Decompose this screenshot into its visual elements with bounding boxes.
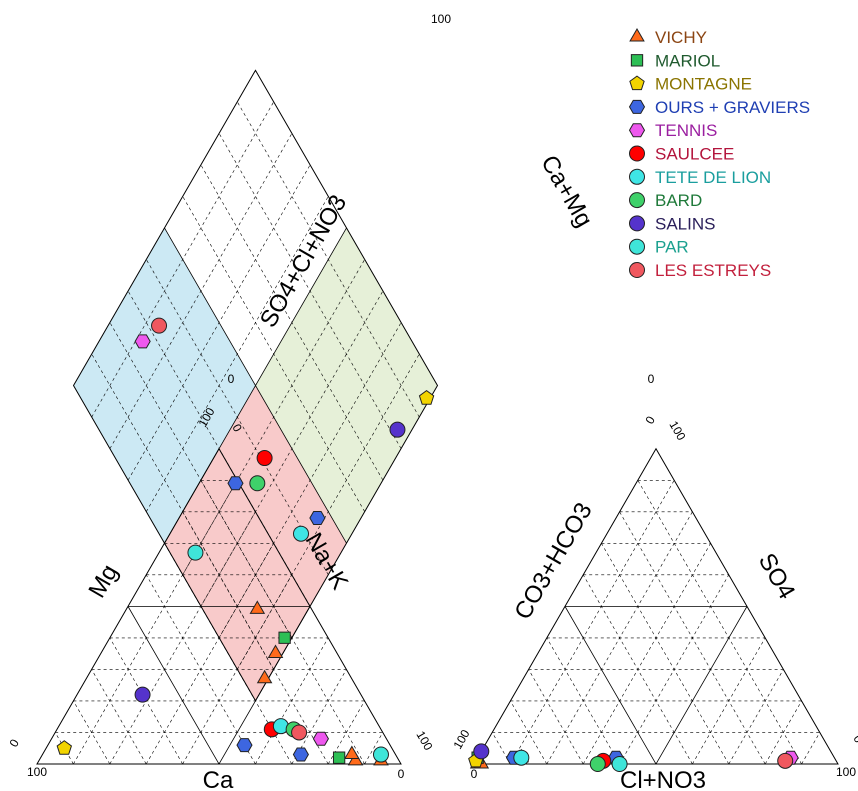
- grid-line: [619, 511, 766, 765]
- data-point-diamond: [256, 669, 273, 684]
- data-point-diamond: [256, 450, 273, 467]
- legend-marker: [628, 99, 646, 114]
- grid-line: [564, 606, 657, 765]
- data-point-cation: [332, 751, 346, 764]
- legend-marker: [629, 145, 645, 162]
- legend-label: LES ESTREYS: [655, 261, 771, 280]
- tick-label: 100: [413, 729, 435, 754]
- grid-line: [182, 196, 365, 512]
- legend-marker: [629, 262, 645, 278]
- legend: VICHY MARIOL MONTAGNE OURS + GRAVIERS TENNIS…: [628, 28, 810, 280]
- legend-marker: [629, 75, 645, 91]
- axis-title-co3-hco3: CO3+HCO3: [509, 498, 597, 624]
- tick-label: 0: [6, 736, 22, 749]
- grid-line: [146, 196, 329, 512]
- axis-title-cl-no3: Cl+NO3: [620, 767, 706, 791]
- legend-label: PAR: [655, 238, 689, 257]
- data-point-diamond: [389, 421, 406, 438]
- legend-label: TETE DE LION: [655, 168, 771, 187]
- data-point-diamond: [293, 525, 309, 542]
- data-point-diamond: [278, 631, 291, 644]
- tick-label: 0: [850, 733, 858, 746]
- data-point-diamond: [227, 476, 244, 491]
- grid-line: [728, 669, 784, 765]
- grid-line: [546, 511, 693, 765]
- grid-line: [582, 543, 711, 765]
- data-point-cation: [312, 731, 329, 746]
- grid-line: [655, 606, 748, 765]
- tick-label: 0: [398, 767, 405, 781]
- data-point-cation: [344, 745, 360, 760]
- tick-label: 0: [471, 767, 478, 781]
- legend-label: TENNIS: [655, 121, 717, 140]
- data-point-diamond: [267, 644, 284, 658]
- data-point-diamond: [187, 544, 204, 561]
- tick-label: 100: [27, 765, 47, 779]
- data-point-diamond: [418, 390, 435, 405]
- grid-line: [528, 669, 584, 765]
- grid-line: [218, 133, 402, 449]
- grid-line: [91, 101, 274, 418]
- legend-marker: [628, 123, 646, 138]
- data-point-anion: [611, 756, 628, 772]
- legend-label: VICHY: [655, 28, 707, 47]
- axis-title-mg: Mg: [83, 560, 123, 602]
- grid-line: [109, 133, 293, 449]
- tick-label: 100: [431, 12, 451, 26]
- data-point-anion: [589, 756, 606, 772]
- legend-marker: [629, 238, 645, 255]
- data-point-diamond: [249, 475, 266, 492]
- legend-marker: [629, 192, 645, 209]
- tick-label: 100: [450, 727, 472, 752]
- legend-label: OURS + GRAVIERS: [655, 98, 810, 117]
- grid-line: [801, 732, 821, 765]
- data-point-cation: [292, 747, 309, 762]
- data-point-diamond: [134, 334, 151, 349]
- grid-line: [601, 543, 730, 765]
- tick-label: 0: [642, 413, 658, 426]
- grid-line: [127, 164, 311, 481]
- data-point-cation: [56, 740, 73, 755]
- data-point-cation: [236, 738, 253, 753]
- legend-label: SAULCEE: [655, 145, 734, 164]
- diamond-zones: [73, 227, 438, 701]
- legend-label: BARD: [655, 191, 702, 210]
- data-point-diamond: [151, 317, 168, 334]
- grid-line: [200, 164, 384, 481]
- legend-marker: [630, 54, 644, 67]
- grid-line: [164, 227, 347, 544]
- diamond-frame: [72, 69, 439, 702]
- legend-marker: [629, 28, 645, 42]
- data-point-anion: [473, 743, 490, 760]
- anion-triangle: [473, 447, 839, 765]
- legend-label: MARIOL: [655, 51, 720, 70]
- legend-label: SALINS: [655, 214, 715, 233]
- axis-title-so4: SO4: [753, 549, 800, 604]
- axis-title-ca-mg: Ca+Mg: [535, 151, 597, 232]
- data-points: [56, 317, 799, 772]
- grid-line: [91, 669, 147, 765]
- tick-label: 100: [836, 765, 856, 779]
- axis-title-ca: Ca: [203, 767, 234, 791]
- data-point-diamond: [309, 510, 326, 525]
- tick-label: 0: [228, 372, 235, 386]
- legend-label: MONTAGNE: [655, 75, 752, 94]
- data-point-anion: [777, 752, 794, 769]
- grid-line: [127, 606, 220, 765]
- grid-line: [364, 732, 384, 765]
- data-point-cation: [291, 724, 308, 741]
- legend-marker: [629, 168, 645, 185]
- legend-marker: [629, 215, 645, 232]
- data-point-cation: [372, 746, 389, 763]
- tick-label: 0: [648, 372, 655, 386]
- data-point-diamond: [249, 600, 266, 614]
- grid-line: [637, 480, 802, 765]
- data-point-cation: [134, 686, 151, 703]
- diagram-frames: [36, 69, 839, 765]
- data-point-anion: [513, 749, 530, 766]
- grid-line: [237, 101, 420, 418]
- grid-line: [510, 480, 675, 765]
- tick-label: 100: [666, 419, 688, 444]
